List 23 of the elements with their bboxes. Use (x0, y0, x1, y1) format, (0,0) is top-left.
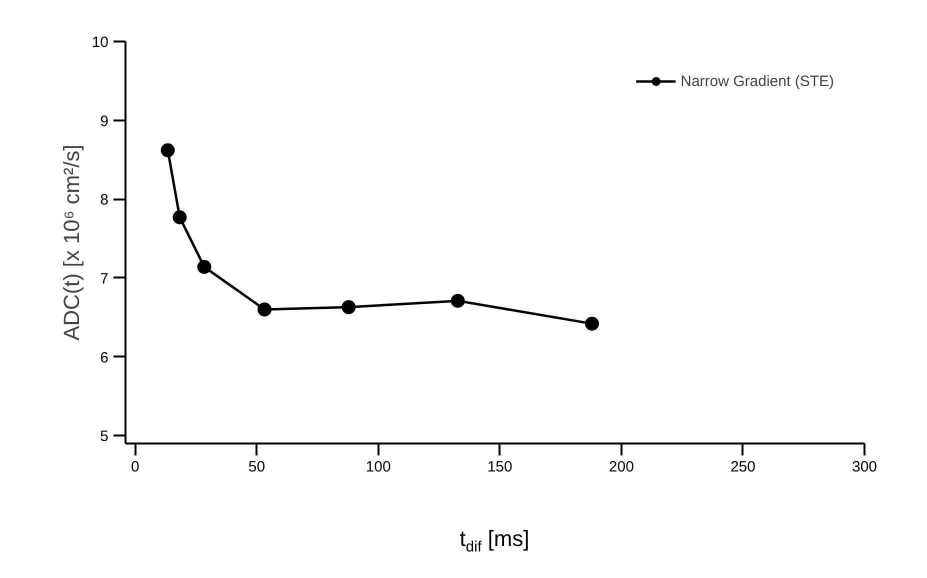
x-tick-label: 300 (852, 458, 878, 476)
y-tick-label: 6 (100, 349, 108, 366)
x-tick-label: 50 (248, 458, 266, 476)
x-tick-label: 150 (487, 458, 512, 476)
x-tick-label: 200 (608, 458, 634, 476)
y-tick-label: 8 (100, 192, 108, 209)
point (584, 316, 599, 331)
point (450, 294, 465, 308)
y-tick-label: 7 (100, 270, 108, 288)
y-tick-label: 9 (100, 112, 108, 130)
point (342, 300, 356, 314)
x-tick-label: 250 (730, 458, 756, 476)
y-axis-title: ADC(t) [x 10⁶ cm²/s] (58, 144, 84, 341)
point (197, 260, 212, 274)
x-tick-label: 100 (366, 458, 391, 476)
point (172, 210, 187, 224)
x-tick-label: 0 (131, 458, 140, 476)
x-axis-title: t$_{dif}$ [ms] (460, 525, 530, 558)
point (160, 143, 175, 158)
legend-label: Narrow Gradient (STE) (680, 72, 834, 90)
point (258, 302, 272, 316)
y-tick-label: 5 (100, 428, 108, 446)
y-tick-label: 10 (92, 34, 109, 51)
